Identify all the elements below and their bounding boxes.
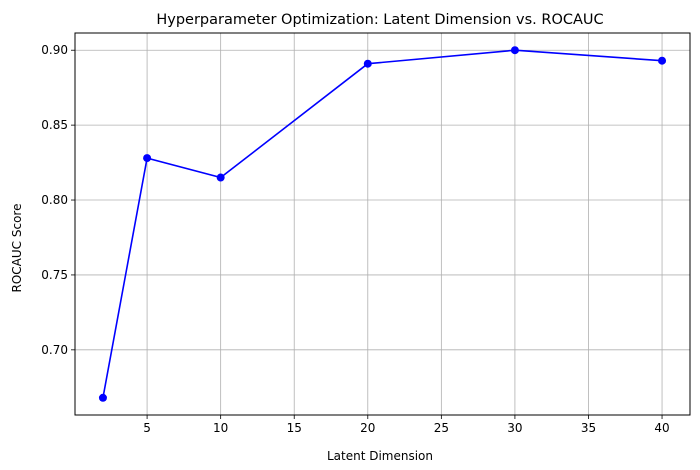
x-tick-label: 40	[654, 421, 669, 435]
series-layer	[98, 46, 667, 402]
data-point	[658, 56, 667, 65]
chart-title: Hyperparameter Optimization: Latent Dime…	[156, 12, 603, 28]
y-axis-ticks: 0.70 0.75 0.80 0.85 0.90	[41, 43, 75, 357]
series-line	[102, 49, 663, 398]
y-tick-label: 0.80	[41, 193, 68, 207]
x-tick-label: 20	[360, 421, 375, 435]
y-axis-label: ROCAUC Score	[10, 204, 24, 293]
data-point	[143, 154, 152, 163]
y-tick-label: 0.85	[41, 118, 68, 132]
y-tick-label: 0.90	[41, 43, 68, 57]
x-tick-label: 35	[581, 421, 596, 435]
data-point	[363, 59, 372, 68]
plot-frame	[74, 32, 691, 416]
x-tick-label: 25	[434, 421, 449, 435]
data-point	[216, 173, 225, 182]
x-tick-label: 15	[287, 421, 302, 435]
data-point	[510, 46, 519, 55]
x-tick-label: 10	[213, 421, 228, 435]
x-tick-label: 30	[507, 421, 522, 435]
x-tick-label: 5	[143, 421, 151, 435]
y-tick-label: 0.75	[41, 268, 68, 282]
y-tick-label: 0.70	[41, 343, 68, 357]
grid	[75, 33, 690, 415]
x-axis-ticks: 5 10 15 20 25 30 35 40	[143, 415, 670, 435]
data-point	[98, 393, 107, 402]
x-axis-label: Latent Dimension	[327, 449, 433, 463]
